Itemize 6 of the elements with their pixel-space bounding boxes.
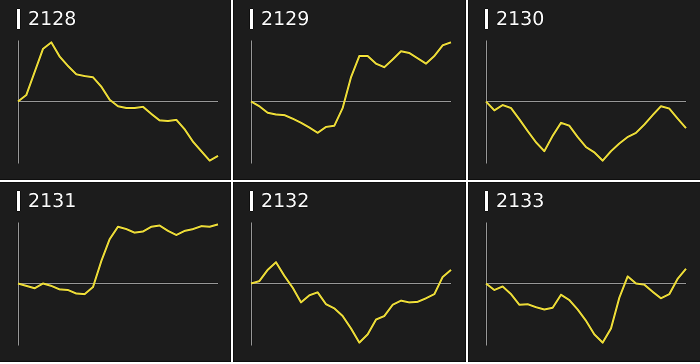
chart-title: 2131	[28, 190, 76, 212]
chart-title: 2128	[28, 8, 76, 30]
chart-title: 2132	[261, 190, 310, 212]
chart-title: 2133	[496, 190, 544, 212]
chart-title: 2130	[496, 8, 544, 30]
chart-title: 2129	[261, 8, 310, 30]
